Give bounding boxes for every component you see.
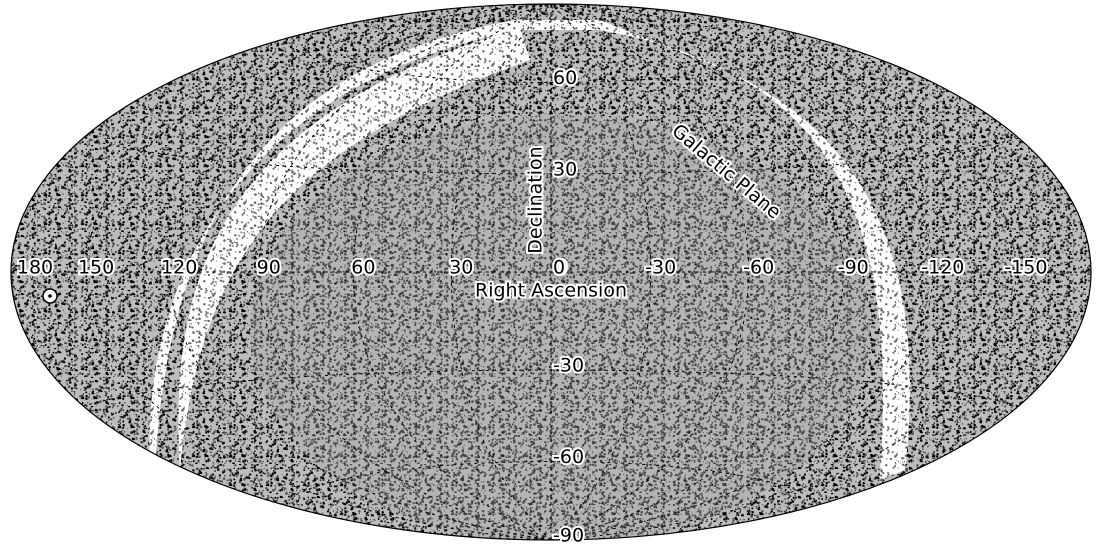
sun-dot xyxy=(48,294,52,298)
meridian xyxy=(450,3,552,541)
meridian xyxy=(550,3,844,541)
parallel xyxy=(281,39,822,83)
dec-tick-label: 30 xyxy=(553,158,577,180)
x-axis-label: Right Ascension xyxy=(475,280,627,302)
sun-symbol xyxy=(42,288,58,304)
ra-tick-label: 0 xyxy=(555,257,567,279)
meridian xyxy=(352,3,552,541)
map-border xyxy=(10,3,1092,541)
ra-tick-label: -90 xyxy=(838,257,869,279)
dec-tick-label: 60 xyxy=(553,67,577,89)
dec-tick-label: 0 xyxy=(553,257,565,279)
galactic-plane xyxy=(782,374,825,511)
ra-tick-label: -60 xyxy=(743,257,774,279)
ra-tick-label: 120 xyxy=(161,257,197,279)
dec-tick-label: -60 xyxy=(553,446,584,468)
ra-tick-label: 30 xyxy=(449,257,473,279)
dec-tick-label: -90 xyxy=(553,525,584,546)
ra-tick-label: -150 xyxy=(1004,257,1047,279)
meridian xyxy=(258,3,552,541)
meridian xyxy=(550,3,934,541)
ra-tick-label: 60 xyxy=(351,257,375,279)
ra-tick-label: -30 xyxy=(645,257,676,279)
dec-tick-label: -30 xyxy=(553,355,584,377)
graticule xyxy=(10,3,1091,541)
parallel xyxy=(281,461,822,505)
galactic-plane xyxy=(204,73,825,509)
y-axis-label: Declination xyxy=(525,146,547,253)
ra-tick-label: 90 xyxy=(257,257,281,279)
meridian xyxy=(168,3,552,541)
ra-tick-label: -120 xyxy=(921,257,964,279)
ra-tick-label: 150 xyxy=(78,257,114,279)
ra-tick-label: 180 xyxy=(17,257,53,279)
